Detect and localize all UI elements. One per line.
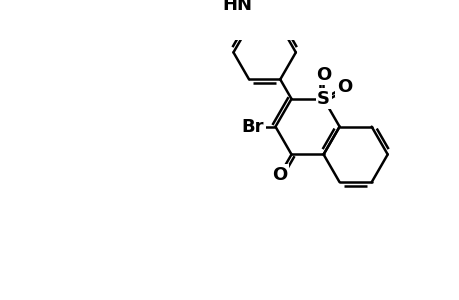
Text: HN: HN: [222, 0, 252, 14]
Text: S: S: [316, 90, 330, 108]
Text: O: O: [336, 78, 351, 96]
Text: O: O: [272, 166, 287, 184]
Text: O: O: [315, 66, 330, 84]
Text: Br: Br: [241, 118, 263, 136]
